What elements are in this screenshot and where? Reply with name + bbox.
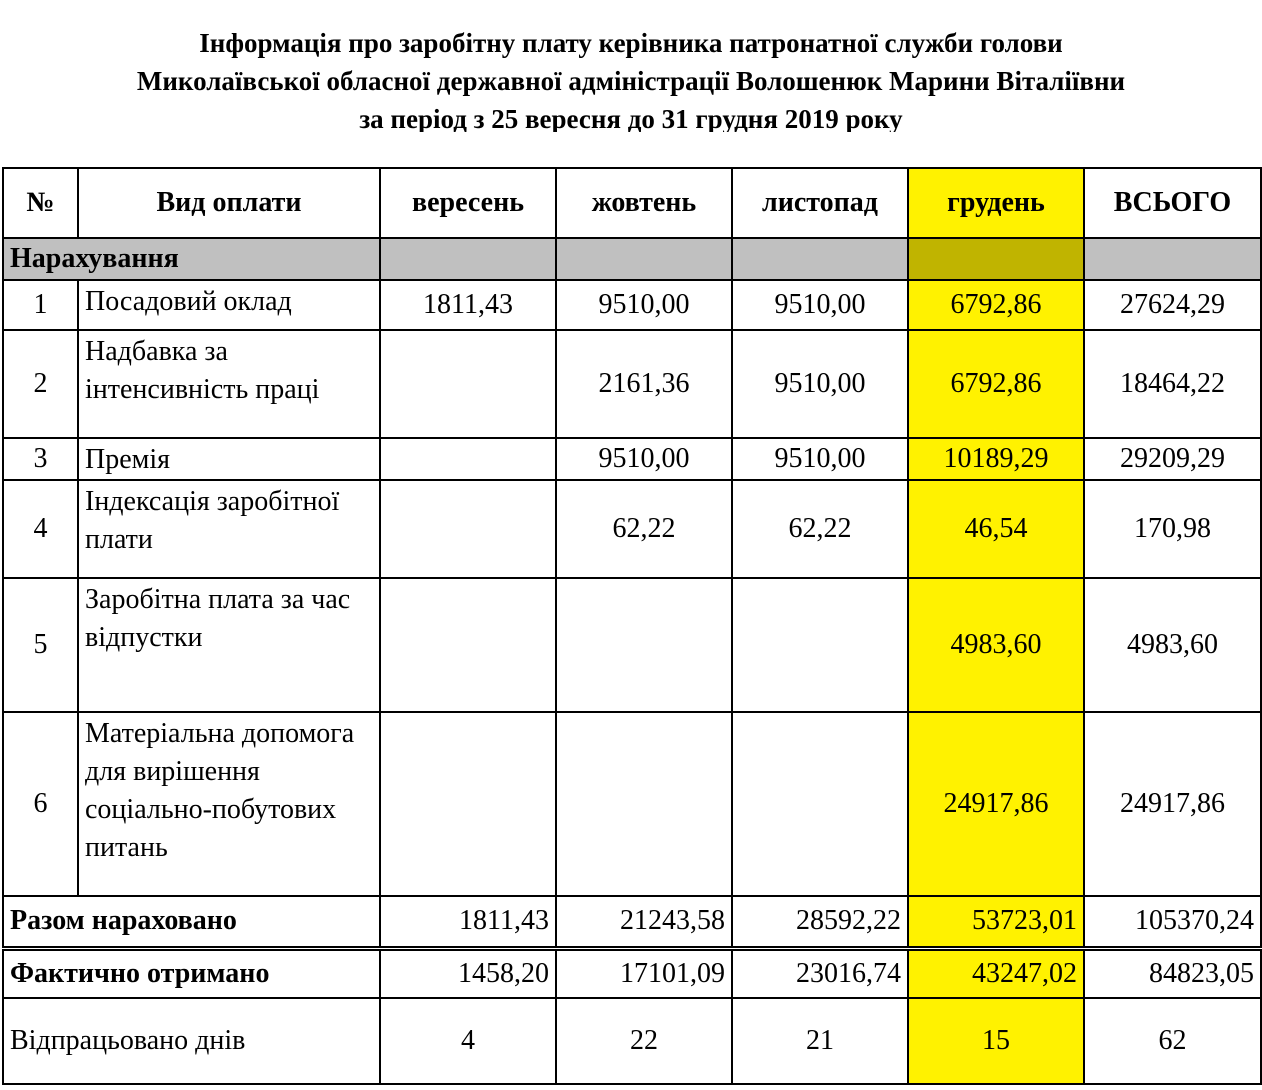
payment-type: Посадовий оклад <box>77 279 381 331</box>
total-value: 84823,05 <box>1083 947 1262 999</box>
row-number: 6 <box>2 711 79 897</box>
total-value: 105370,24 <box>1083 895 1262 951</box>
value-cell: 46,54 <box>907 479 1085 579</box>
table-row: 3 Премія 9510,00 9510,00 10189,29 29209,29 <box>2 437 1262 481</box>
value-cell: 170,98 <box>1083 479 1262 579</box>
payment-type-label: Посадовий оклад <box>85 286 292 317</box>
title-line-1: Інформація про заробітну плату керівника… <box>199 28 1063 58</box>
value-cell: 4983,60 <box>907 577 1085 713</box>
value-cell: 6792,86 <box>907 329 1085 439</box>
value-cell <box>379 711 557 897</box>
value-cell: 4983,60 <box>1083 577 1262 713</box>
table-row: 4 Індексація заробітної плати 62,22 62,22 46… <box>2 479 1262 579</box>
total-value: 53723,01 <box>907 895 1085 951</box>
column-header: жовтень <box>555 167 733 239</box>
row-number: 5 <box>2 577 79 713</box>
value-cell: 24917,86 <box>907 711 1085 897</box>
value-cell <box>379 479 557 579</box>
value-cell: 1811,43 <box>379 279 557 331</box>
section-cell <box>731 237 909 281</box>
table-row: 5 Заробітна плата за час відпустки 4983,60… <box>2 577 1262 713</box>
value-cell <box>731 711 909 897</box>
value-cell: 9510,00 <box>731 329 909 439</box>
column-header: Вид оплати <box>77 167 381 239</box>
value-cell: 18464,22 <box>1083 329 1262 439</box>
payment-type-label: Надбавка за інтенсивність праці <box>85 336 320 405</box>
section-row: Нарахування <box>2 237 1262 281</box>
value-cell: 62,22 <box>555 479 733 579</box>
column-header: вересень <box>379 167 557 239</box>
table-row: 2 Надбавка за інтенсивність праці 2161,36 9… <box>2 329 1262 439</box>
value-cell: 29209,29 <box>1083 437 1262 481</box>
payment-type: Заробітна плата за час відпустки <box>77 577 381 713</box>
days-value: 21 <box>731 997 909 1085</box>
payment-type-label: Заробітна плата за час відпустки <box>85 584 351 653</box>
title-line-2: Миколаївської обласної державної адмініс… <box>136 66 1126 96</box>
total-row: Фактично отримано 1458,20 17101,09 23016,74… <box>2 947 1262 999</box>
total-value: 1458,20 <box>379 947 557 999</box>
value-cell: 9510,00 <box>731 279 909 331</box>
section-cell <box>379 237 557 281</box>
total-value: 23016,74 <box>731 947 909 999</box>
total-value: 43247,02 <box>907 947 1085 999</box>
days-label: Відпрацьовано днів <box>2 997 381 1085</box>
column-header: ВСЬОГО <box>1083 167 1262 239</box>
document-title: Інформація про заробітну плату керівника… <box>0 24 1262 132</box>
table-row: 1 Посадовий оклад 1811,43 9510,00 9510,00 679… <box>2 279 1262 331</box>
table-row: 6 Матеріальна допомога для вирішення соці… <box>2 711 1262 897</box>
section-cell <box>1083 237 1262 281</box>
value-cell <box>555 577 733 713</box>
section-cell <box>555 237 733 281</box>
row-number: 2 <box>2 329 79 439</box>
value-cell <box>379 577 557 713</box>
column-header: № <box>2 167 79 239</box>
total-label: Фактично отримано <box>2 947 381 999</box>
days-row: Відпрацьовано днів 4 22 21 15 62 <box>2 997 1262 1085</box>
value-cell: 9510,00 <box>731 437 909 481</box>
value-cell <box>379 329 557 439</box>
payment-type: Премія <box>77 437 381 481</box>
payment-type-label: Премія <box>85 444 171 475</box>
value-cell <box>731 577 909 713</box>
value-cell <box>555 711 733 897</box>
value-cell: 9510,00 <box>555 437 733 481</box>
row-number: 1 <box>2 279 79 331</box>
header-row: № Вид оплати вересень жовтень листопад груден… <box>2 167 1262 239</box>
total-label: Разом нараховано <box>2 895 381 951</box>
section-label: Нарахування <box>2 237 381 281</box>
days-value: 62 <box>1083 997 1262 1085</box>
column-header: грудень <box>907 167 1085 239</box>
days-value: 4 <box>379 997 557 1085</box>
total-value: 17101,09 <box>555 947 733 999</box>
row-number: 3 <box>2 437 79 481</box>
value-cell: 9510,00 <box>555 279 733 331</box>
value-cell: 62,22 <box>731 479 909 579</box>
total-value: 21243,58 <box>555 895 733 951</box>
value-cell <box>379 437 557 481</box>
payment-type: Індексація заробітної плати <box>77 479 381 579</box>
days-value: 15 <box>907 997 1085 1085</box>
value-cell: 24917,86 <box>1083 711 1262 897</box>
column-header: листопад <box>731 167 909 239</box>
total-value: 1811,43 <box>379 895 557 951</box>
days-value: 22 <box>555 997 733 1085</box>
payment-type: Матеріальна допомога для вирішення соціа… <box>77 711 381 897</box>
row-number: 4 <box>2 479 79 579</box>
total-row: Разом нараховано 1811,43 21243,58 28592,22 5… <box>2 895 1262 951</box>
payment-type: Надбавка за інтенсивність праці <box>77 329 381 439</box>
total-value: 28592,22 <box>731 895 909 951</box>
value-cell: 10189,29 <box>907 437 1085 481</box>
section-cell <box>907 237 1085 281</box>
payment-type-label: Матеріальна допомога для вирішення соціа… <box>85 718 355 863</box>
salary-table: № Вид оплати вересень жовтень листопад груден… <box>2 167 1262 1085</box>
payment-type-label: Індексація заробітної плати <box>85 486 340 555</box>
value-cell: 2161,36 <box>555 329 733 439</box>
value-cell: 27624,29 <box>1083 279 1262 331</box>
value-cell: 6792,86 <box>907 279 1085 331</box>
title-line-3: за період з 25 вересня до 31 грудня 2019… <box>359 104 903 132</box>
